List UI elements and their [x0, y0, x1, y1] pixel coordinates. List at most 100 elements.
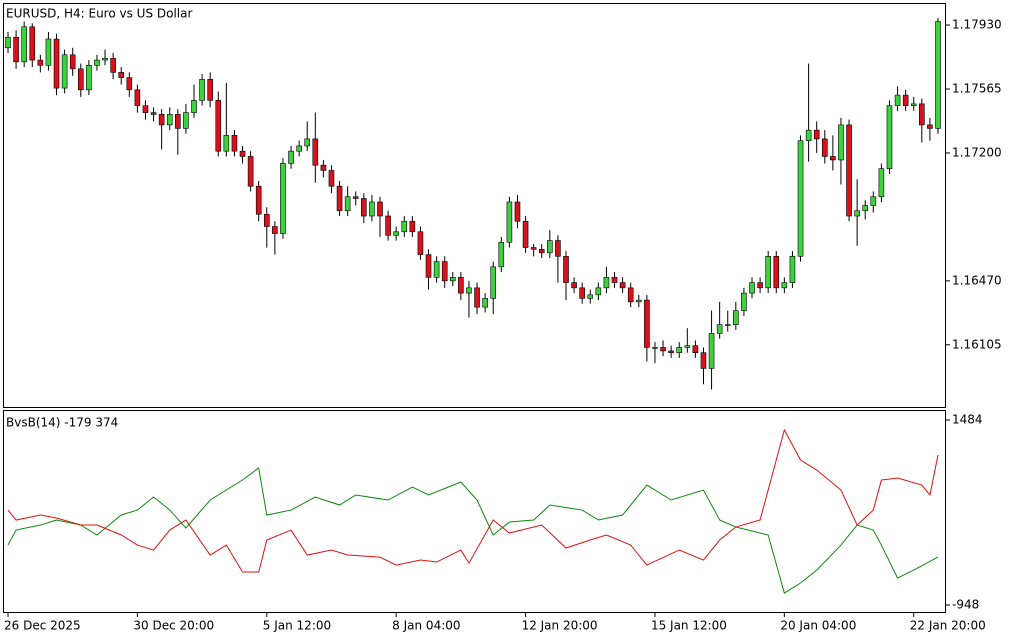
candle-body — [733, 310, 739, 325]
candle-body — [110, 58, 116, 73]
candle-body — [458, 277, 464, 294]
candle-body — [910, 103, 917, 106]
candle-body — [870, 196, 877, 206]
candle-body — [336, 185, 343, 212]
candle-body — [724, 324, 731, 326]
candle-body — [126, 77, 133, 91]
candle-body — [514, 201, 521, 222]
candle-body — [393, 231, 399, 236]
candle-body — [676, 347, 683, 353]
candle-body — [199, 79, 205, 101]
candle-body — [862, 205, 869, 212]
y-tick-label: 1.17200 — [952, 145, 1002, 159]
candle-body — [352, 196, 359, 199]
candle-body — [902, 94, 909, 106]
candle-body — [927, 124, 933, 129]
candle-body — [498, 241, 505, 268]
candle-body — [255, 185, 262, 215]
indicator-line — [7, 467, 939, 594]
candle-body — [441, 261, 448, 282]
candle-body — [344, 196, 351, 212]
candle-body — [401, 220, 408, 233]
candle-body — [821, 138, 828, 157]
candle-body — [215, 100, 222, 152]
candle-body — [377, 201, 383, 217]
candle-body — [935, 21, 941, 129]
candle-body — [77, 68, 84, 91]
candle-body — [247, 156, 254, 187]
candle-body — [660, 347, 666, 352]
candle-body — [587, 294, 594, 299]
candle-body — [886, 105, 893, 170]
candle-body — [207, 79, 213, 101]
candle-body — [328, 170, 335, 187]
candle-body — [417, 231, 424, 255]
candle-body — [894, 94, 901, 106]
candle-body — [134, 89, 141, 106]
candle-body — [37, 59, 44, 66]
candle-body — [797, 140, 804, 257]
x-tick-label: 22 Jan 20:00 — [910, 619, 986, 633]
candle-body — [547, 240, 553, 254]
y-tick-label: 1.17930 — [952, 18, 1002, 32]
candle-body — [409, 220, 416, 233]
candle-body — [490, 266, 497, 299]
y-tick-label: 1.17565 — [952, 81, 1002, 95]
candle-body — [538, 249, 545, 254]
x-tick-label: 15 Jan 12:00 — [651, 619, 727, 633]
candle-body — [449, 277, 456, 282]
candle-body — [425, 254, 432, 278]
candle-body — [741, 292, 747, 311]
candle-body — [781, 282, 788, 289]
candle-body — [530, 247, 537, 250]
candle-body — [69, 54, 76, 70]
candle-body — [579, 287, 585, 299]
candle-body — [571, 282, 577, 289]
candle-body — [668, 350, 674, 353]
candle-body — [846, 124, 852, 217]
indicator-title: BvsB(14) -179 374 — [6, 416, 118, 430]
candle-body — [433, 261, 440, 278]
candle-body — [555, 240, 561, 257]
candle-body — [94, 59, 100, 66]
candle-body — [312, 138, 319, 166]
candle-body — [716, 324, 723, 334]
candle-body — [361, 198, 367, 217]
x-tick-label: 5 Jan 12:00 — [263, 619, 331, 633]
candle-body — [142, 105, 149, 113]
candle-body — [692, 345, 699, 353]
candle-body — [272, 226, 278, 234]
candle-body — [563, 256, 569, 283]
candle-body — [29, 26, 36, 61]
indicator-panel — [3, 410, 946, 613]
chart-title: EURUSD, H4: Euro vs US Dollar — [6, 7, 192, 21]
candle-body — [700, 352, 707, 369]
candle-body — [482, 298, 488, 308]
x-tick-label: 8 Jan 04:00 — [392, 619, 460, 633]
candle-body — [231, 135, 238, 152]
x-tick-label: 26 Dec 2025 — [4, 619, 81, 633]
candle-body — [239, 150, 246, 157]
candle-body — [118, 72, 125, 78]
candle-body — [684, 345, 691, 348]
candle-body — [522, 220, 529, 248]
candle-body — [506, 201, 513, 243]
candle-body — [708, 333, 715, 369]
candle-body — [619, 282, 626, 289]
candle-body — [13, 36, 19, 63]
candle-body — [369, 201, 375, 217]
candle-body — [813, 129, 820, 140]
candle-body — [150, 112, 157, 115]
x-tick-label: 30 Dec 20:00 — [133, 619, 214, 633]
candle-body — [466, 287, 472, 294]
candle-body — [611, 277, 618, 283]
x-tick-label: 12 Jan 20:00 — [522, 619, 598, 633]
candle-body — [102, 58, 108, 61]
candle-body — [183, 112, 189, 129]
candle-body — [166, 114, 173, 126]
y-tick-label: 1484 — [952, 412, 983, 426]
candle-body — [320, 164, 327, 171]
candle-body — [45, 38, 52, 66]
candle-body — [53, 38, 60, 89]
